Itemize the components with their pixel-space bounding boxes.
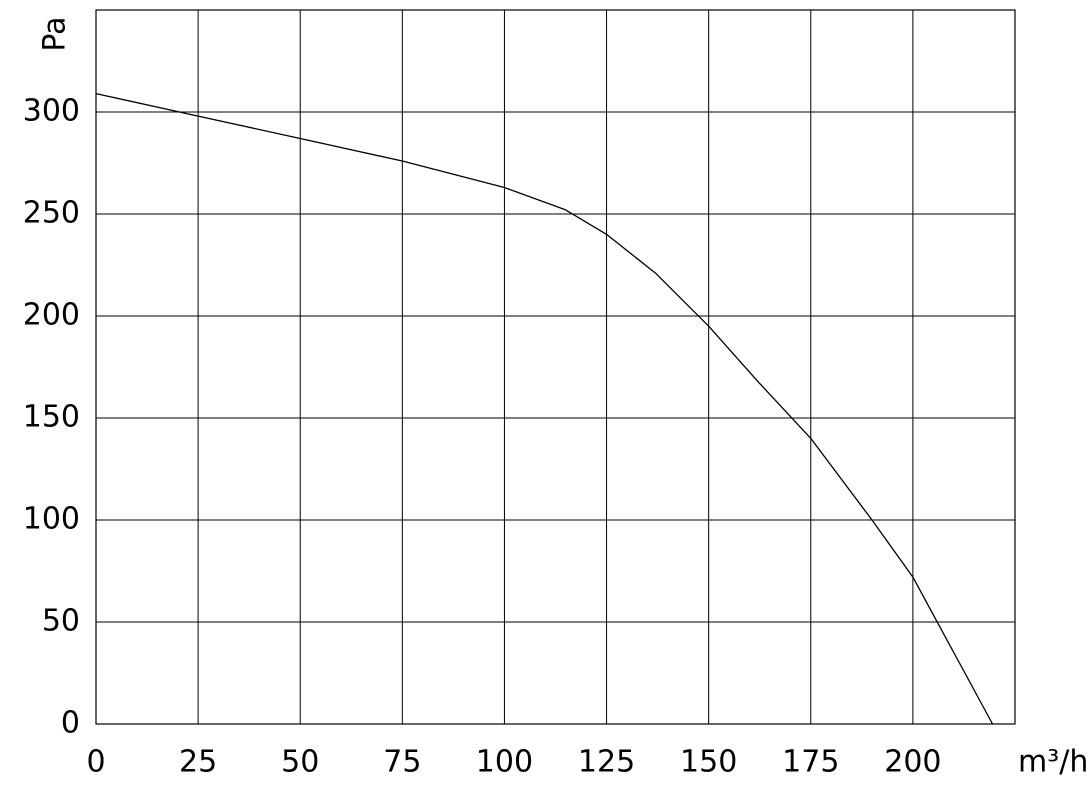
plot-frame bbox=[95, 9, 1016, 725]
x-tick-label: 75 bbox=[383, 745, 421, 780]
x-tick-label: 150 bbox=[680, 745, 737, 780]
y-tick-label: 50 bbox=[42, 604, 80, 639]
curve bbox=[95, 92, 994, 725]
x-tick-label: 125 bbox=[578, 745, 635, 780]
x-tick-label: 25 bbox=[179, 745, 217, 780]
y-tick-label: 100 bbox=[23, 502, 80, 537]
y-tick-label: 0 bbox=[61, 706, 80, 741]
x-axis-label: m³/h bbox=[1018, 745, 1088, 780]
x-tick-label: 50 bbox=[281, 745, 319, 780]
y-axis-label: Pa bbox=[38, 16, 73, 51]
x-tick-label: 175 bbox=[782, 745, 839, 780]
x-tick-label: 100 bbox=[476, 745, 533, 780]
x-tick-label: 200 bbox=[884, 745, 941, 780]
y-tick-label: 150 bbox=[23, 400, 80, 435]
y-tick-label: 300 bbox=[23, 94, 80, 129]
y-tick-label: 200 bbox=[23, 298, 80, 333]
x-tick-label: 0 bbox=[86, 745, 105, 780]
y-tick-label: 250 bbox=[23, 196, 80, 231]
